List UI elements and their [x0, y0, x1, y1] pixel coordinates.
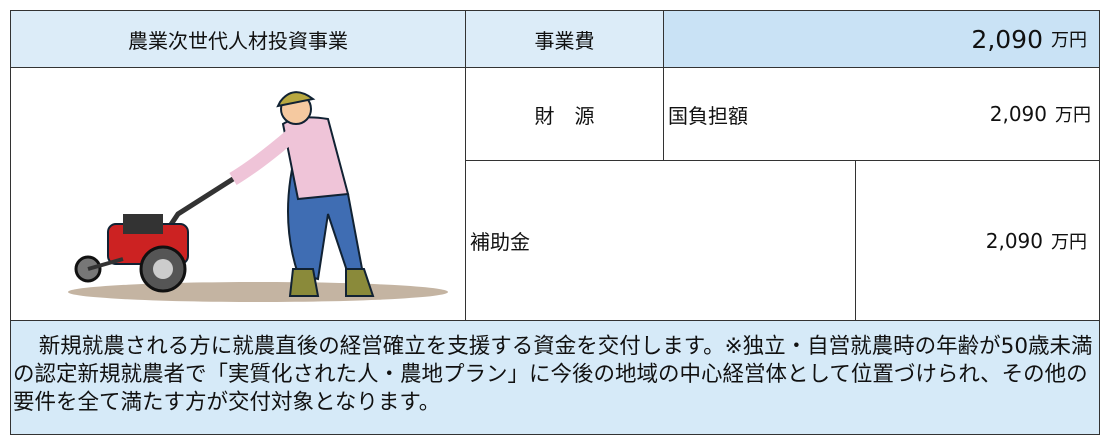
farmer-illustration — [68, 91, 448, 302]
cost-amount: 2,090 — [971, 24, 1043, 54]
subsidy-amount: 2,090 — [985, 228, 1043, 253]
cost-cell: 2,090 万円 — [663, 10, 1100, 68]
subsidy-label-cell: 補助金 — [465, 160, 856, 321]
funding-label: 財 源 — [534, 103, 595, 128]
cost-unit: 万円 — [1051, 30, 1087, 51]
subsidy-unit: 万円 — [1051, 231, 1087, 253]
national-unit: 万円 — [1055, 105, 1091, 126]
description: 新規就農される方に就農直後の経営確立を支援する資金を交付します。※独立・自営就農… — [10, 320, 1100, 435]
national-label: 国負担額 — [668, 103, 748, 128]
cost-label: 事業費 — [534, 28, 595, 53]
illustration-cell — [10, 67, 466, 321]
program-name: 農業次世代人材投資事業 — [128, 28, 348, 53]
cost-label-cell: 事業費 — [465, 10, 664, 68]
national-amount: 2,090 — [989, 102, 1047, 126]
subsidy-label: 補助金 — [470, 230, 530, 254]
national-value: 2,090 万円 — [990, 101, 1099, 127]
funding-label-cell: 財 源 — [465, 67, 664, 161]
national-cell: 国負担額 2,090 万円 — [663, 67, 1100, 161]
program-name-cell: 農業次世代人材投資事業 — [10, 10, 466, 68]
subsidy-amount-cell: 2,090 万円 — [855, 160, 1100, 321]
